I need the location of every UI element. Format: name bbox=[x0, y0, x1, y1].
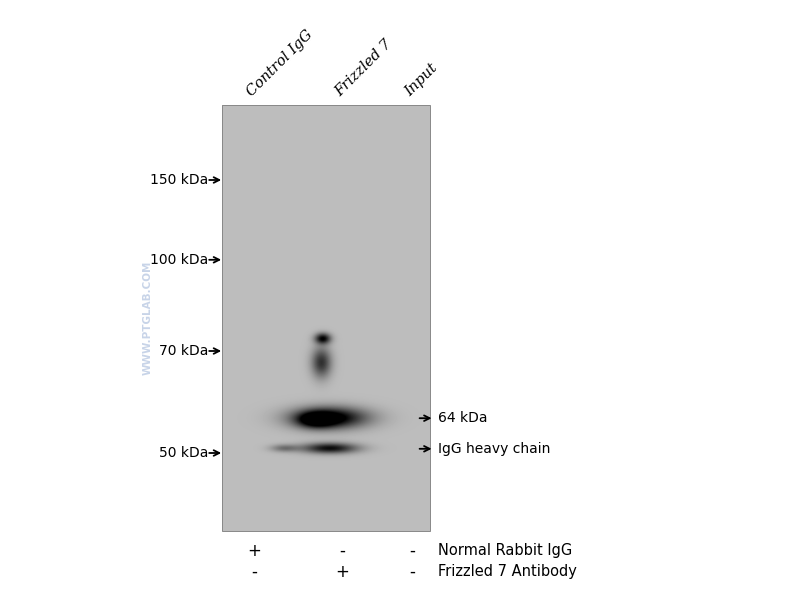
Text: -: - bbox=[339, 542, 346, 560]
Text: +: + bbox=[247, 542, 262, 560]
Text: 64 kDa: 64 kDa bbox=[438, 411, 488, 425]
Text: Normal Rabbit IgG: Normal Rabbit IgG bbox=[438, 544, 573, 558]
Text: Frizzled 7 Antibody: Frizzled 7 Antibody bbox=[438, 564, 578, 580]
Text: Control IgG: Control IgG bbox=[245, 28, 316, 99]
Text: Input: Input bbox=[402, 61, 440, 99]
Text: 50 kDa: 50 kDa bbox=[158, 446, 208, 460]
Text: -: - bbox=[409, 563, 415, 581]
Text: WWW.PTGLAB.COM: WWW.PTGLAB.COM bbox=[143, 261, 153, 375]
Text: +: + bbox=[335, 563, 350, 581]
Text: IgG heavy chain: IgG heavy chain bbox=[438, 442, 550, 456]
Text: Frizzled 7: Frizzled 7 bbox=[333, 37, 394, 99]
Bar bbox=[222, 105, 430, 531]
Text: 100 kDa: 100 kDa bbox=[150, 253, 208, 267]
Text: 70 kDa: 70 kDa bbox=[158, 344, 208, 358]
Text: -: - bbox=[409, 542, 415, 560]
Text: -: - bbox=[251, 563, 258, 581]
Text: 150 kDa: 150 kDa bbox=[150, 173, 208, 187]
